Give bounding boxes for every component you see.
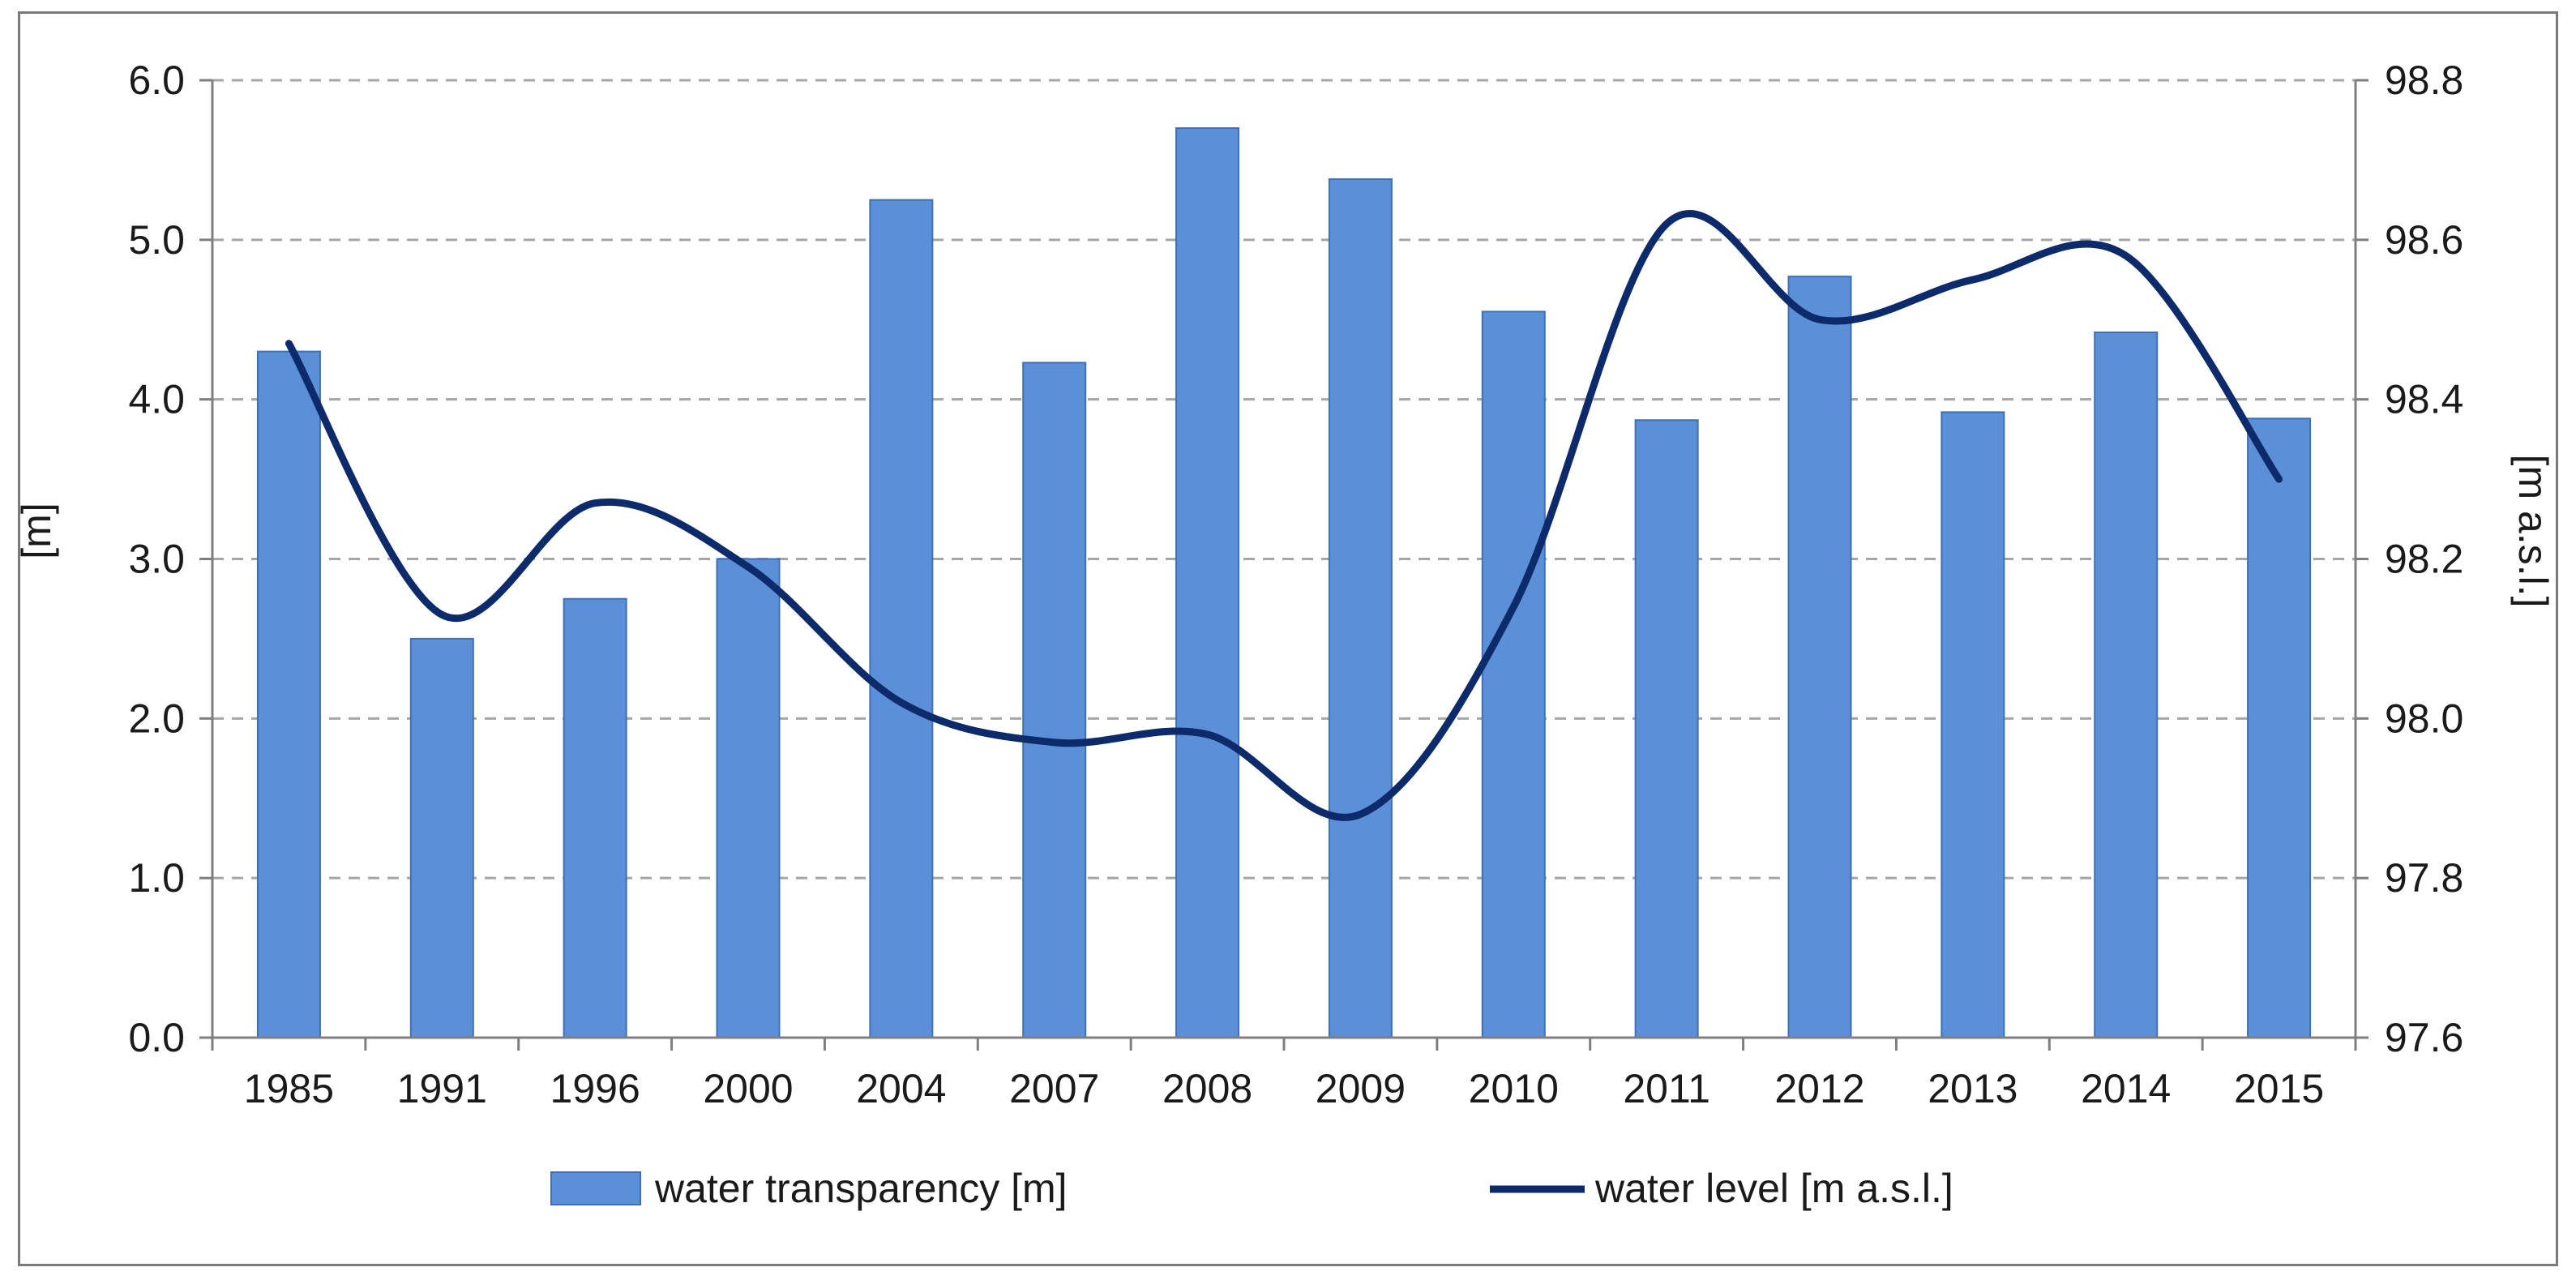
bar-2014 xyxy=(2094,331,2159,1039)
line-point-1985 xyxy=(288,343,289,345)
x-tick-label: 2015 xyxy=(2234,1066,2324,1111)
line-point-2015 xyxy=(2279,478,2280,480)
left-y-tick-label: 3.0 xyxy=(128,537,185,582)
bar-1985 xyxy=(256,350,321,1039)
x-axis-ticks: 1985 1991 1996 2000 2004 2007 2008 2009 2010 2011… xyxy=(244,1066,2324,1111)
bar-2007 xyxy=(1022,362,1087,1038)
x-tick-label: 2014 xyxy=(2081,1066,2171,1111)
left-y-tick-label: 5.0 xyxy=(128,217,185,263)
x-tick-label: 2008 xyxy=(1162,1066,1252,1111)
line-point-1996 xyxy=(594,503,596,504)
line-point-2011 xyxy=(1666,223,1667,225)
legend-bar-swatch xyxy=(550,1171,641,1205)
bar-1991 xyxy=(409,637,474,1039)
axes xyxy=(199,79,2368,1051)
x-tick-label: 2010 xyxy=(1469,1066,1559,1111)
left-y-tick-label: 2.0 xyxy=(128,696,185,741)
line-point-2000 xyxy=(747,566,749,567)
x-tick-label: 1991 xyxy=(397,1066,487,1111)
line-point-2013 xyxy=(1972,279,1974,280)
line-point-2012 xyxy=(1819,319,1821,320)
legend-label-water-transparency: water transparency [m] xyxy=(654,1166,1068,1211)
x-tick-label: 2009 xyxy=(1316,1066,1406,1111)
right-y-tick-label: 98.6 xyxy=(2385,217,2463,263)
left-y-axis-title: [m] xyxy=(14,503,59,559)
line-series-water-level xyxy=(285,210,2283,821)
bar-2009 xyxy=(1328,178,1393,1039)
line-point-1991 xyxy=(441,614,443,615)
bar-2004 xyxy=(869,199,934,1038)
right-y-tick-label: 98.0 xyxy=(2385,696,2463,741)
right-y-axis-ticks: 97.6 97.8 98.0 98.2 98.4 98.6 98.8 xyxy=(2385,58,2463,1060)
x-tick-label: 2004 xyxy=(856,1066,946,1111)
left-y-tick-label: 1.0 xyxy=(128,855,185,901)
bar-2010 xyxy=(1481,310,1546,1038)
x-tick-label: 1985 xyxy=(244,1066,334,1111)
right-y-tick-label: 97.6 xyxy=(2385,1015,2463,1060)
right-y-axis-title: [m a.s.l.] xyxy=(2510,455,2556,608)
right-y-tick-label: 97.8 xyxy=(2385,855,2463,901)
x-tick-label: 2013 xyxy=(1928,1066,2018,1111)
bar-series-water-transparency xyxy=(256,127,2312,1039)
bar-2012 xyxy=(1787,276,1852,1039)
line-point-2009 xyxy=(1359,813,1361,815)
x-tick-label: 2011 xyxy=(1623,1066,1710,1111)
left-y-tick-label: 6.0 xyxy=(128,58,185,103)
bar-2000 xyxy=(716,558,781,1038)
right-y-tick-label: 98.4 xyxy=(2385,377,2463,422)
water-level-line xyxy=(285,210,2283,821)
bar-2011 xyxy=(1634,419,1699,1038)
x-tick-label: 2000 xyxy=(703,1066,793,1111)
right-y-tick-label: 98.8 xyxy=(2385,58,2463,103)
bar-2013 xyxy=(1941,411,2005,1038)
line-point-2004 xyxy=(901,702,902,704)
line-point-2008 xyxy=(1207,734,1209,735)
gridlines xyxy=(212,79,2356,880)
right-y-tick-label: 98.2 xyxy=(2385,537,2463,582)
line-point-2014 xyxy=(2125,255,2127,257)
x-tick-label: 2007 xyxy=(1009,1066,1099,1111)
bar-1996 xyxy=(563,597,627,1038)
bar-2008 xyxy=(1175,127,1240,1038)
x-tick-label: 2012 xyxy=(1774,1066,1864,1111)
left-y-tick-label: 4.0 xyxy=(128,377,185,422)
left-y-axis-ticks: 0.0 1.0 2.0 3.0 4.0 5.0 6.0 xyxy=(128,58,185,1060)
left-y-tick-label: 0.0 xyxy=(128,1015,185,1060)
line-point-2010 xyxy=(1513,606,1514,608)
x-tick-label: 1996 xyxy=(550,1066,640,1111)
legend: water transparency [m] water level [m a.… xyxy=(550,1166,1953,1211)
bar-2015 xyxy=(2247,417,2312,1038)
line-point-2007 xyxy=(1054,742,1055,743)
legend-label-water-level: water level [m a.s.l.] xyxy=(1594,1166,1953,1211)
